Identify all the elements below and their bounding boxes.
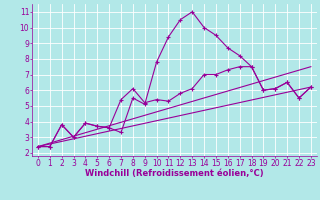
X-axis label: Windchill (Refroidissement éolien,°C): Windchill (Refroidissement éolien,°C) [85, 169, 264, 178]
